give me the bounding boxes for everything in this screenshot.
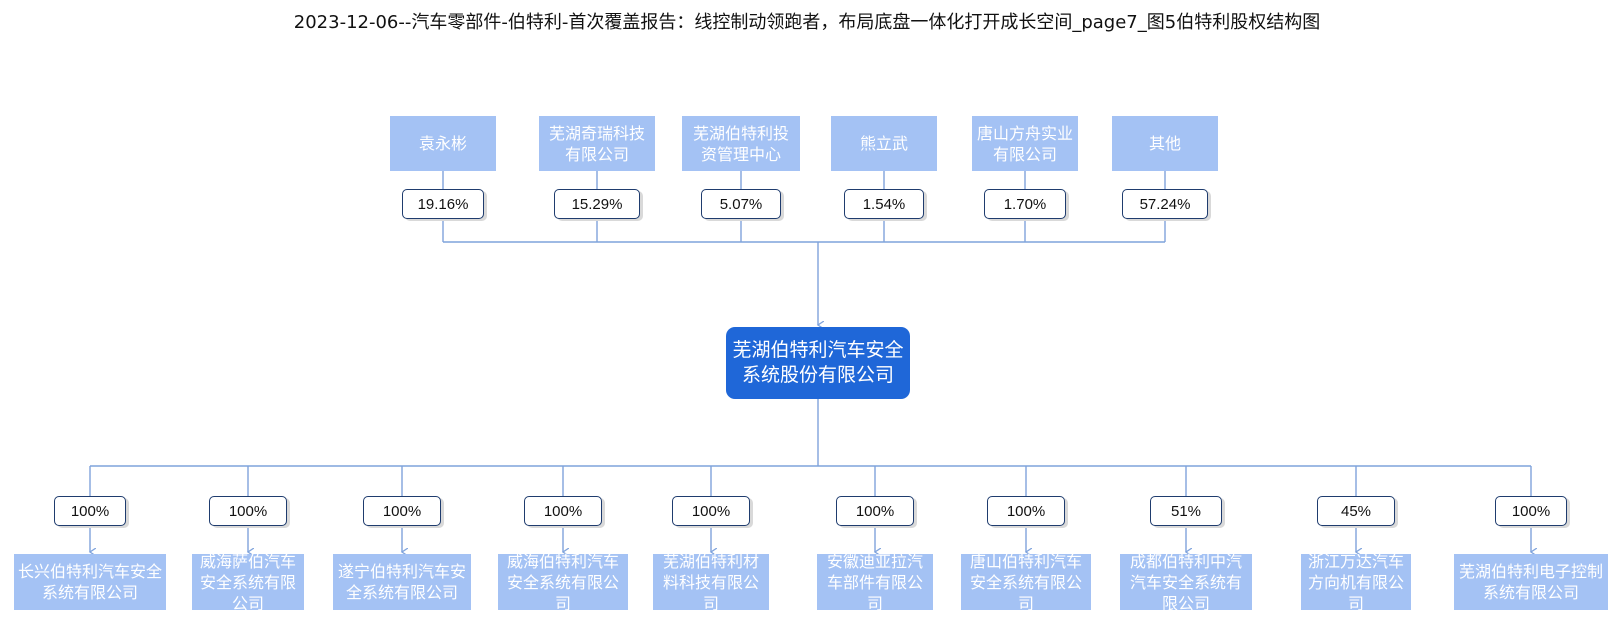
shareholder-box: 熊立武 — [831, 116, 937, 171]
subsidiary-box-text: 安徽迪亚拉汽车部件有限公司 — [826, 551, 923, 613]
page-title: 2023-12-06--汽车零部件-伯特利-首次覆盖报告：线控制动领跑者，布局底… — [293, 12, 1321, 33]
subsidiary-box-text: 威海伯特利汽车安全系统有限公司 — [506, 551, 619, 613]
subsidiary-box: 威海伯特利汽车安全系统有限公司 — [498, 552, 628, 613]
subsidiary-box-text: 唐山伯特利汽车安全系统有限公司 — [969, 551, 1082, 613]
subsidiary-pct: 100% — [54, 496, 126, 526]
shareholder-box-text: 唐山方舟实业有限公司 — [976, 123, 1073, 164]
subsidiary-box-text: 成都伯特利中汽汽车安全系统有限公司 — [1129, 551, 1242, 613]
subsidiary-pct: 45% — [1317, 496, 1395, 526]
shareholder-pct: 57.24% — [1122, 189, 1208, 219]
shareholder-pct: 19.16% — [402, 189, 484, 219]
subsidiary-pct-text: 100% — [855, 502, 895, 520]
subsidiary-pct-text: 100% — [70, 502, 110, 520]
shareholder-pct: 1.70% — [984, 189, 1066, 219]
subsidiary-box-text: 浙江万达汽车方向机有限公司 — [1307, 551, 1404, 613]
subsidiary-pct-text: 100% — [382, 502, 422, 520]
subsidiary-pct: 100% — [209, 496, 287, 526]
subsidiary-box: 浙江万达汽车方向机有限公司 — [1301, 552, 1411, 613]
shareholder-pct: 1.54% — [844, 189, 924, 219]
company-box: 芜湖伯特利汽车安全系统股份有限公司 — [726, 327, 910, 399]
shareholder-box: 芜湖伯特利投资管理中心 — [682, 116, 800, 171]
shareholder-pct: 5.07% — [701, 189, 781, 219]
shareholder-box: 唐山方舟实业有限公司 — [972, 116, 1078, 171]
subsidiary-box: 芜湖伯特利材料科技有限公司 — [653, 552, 769, 613]
subsidiary-pct-text: 100% — [228, 502, 268, 520]
subsidiary-pct: 100% — [836, 496, 914, 526]
subsidiary-pct-text: 51% — [1170, 502, 1202, 520]
shareholder-box-text: 其他 — [1148, 134, 1181, 153]
subsidiary-box-text: 芜湖伯特利电子控制系统有限公司 — [1458, 562, 1603, 602]
shareholder-pct-text: 57.24% — [1139, 195, 1191, 213]
subsidiary-pct: 100% — [524, 496, 602, 526]
shareholder-box: 袁永彬 — [390, 116, 496, 171]
subsidiary-box: 安徽迪亚拉汽车部件有限公司 — [817, 552, 933, 613]
subsidiary-pct-text: 45% — [1340, 502, 1372, 520]
subsidiary-box: 遂宁伯特利汽车安全系统有限公司 — [333, 554, 471, 610]
subsidiary-box: 芜湖伯特利电子控制系统有限公司 — [1454, 554, 1608, 610]
shareholder-pct-text: 5.07% — [719, 195, 763, 213]
shareholder-pct-text: 15.29% — [571, 195, 623, 213]
subsidiary-box-text: 长兴伯特利汽车安全系统有限公司 — [18, 562, 163, 602]
subsidiary-pct-text: 100% — [1006, 502, 1046, 520]
subsidiary-pct-text: 100% — [1511, 502, 1551, 520]
subsidiary-pct: 51% — [1150, 496, 1222, 526]
shareholder-box-text: 熊立武 — [859, 134, 908, 153]
shareholder-box-text: 芜湖奇瑞科技有限公司 — [548, 123, 645, 164]
subsidiary-pct: 100% — [987, 496, 1065, 526]
shareholder-pct-text: 1.70% — [1003, 195, 1047, 213]
shareholder-box: 芜湖奇瑞科技有限公司 — [539, 116, 655, 171]
shareholder-pct-text: 19.16% — [417, 195, 469, 213]
shareholder-pct: 15.29% — [554, 189, 640, 219]
subsidiary-pct: 100% — [363, 496, 441, 526]
subsidiary-box: 威海萨伯汽车安全系统有限公司 — [192, 552, 304, 613]
subsidiary-box: 成都伯特利中汽汽车安全系统有限公司 — [1120, 552, 1252, 613]
company-name: 芜湖伯特利汽车安全系统股份有限公司 — [732, 339, 904, 386]
shareholder-pct-text: 1.54% — [862, 195, 906, 213]
subsidiary-pct-text: 100% — [543, 502, 583, 520]
subsidiary-pct-text: 100% — [691, 502, 731, 520]
subsidiary-box: 唐山伯特利汽车安全系统有限公司 — [961, 552, 1091, 613]
subsidiary-box-text: 遂宁伯特利汽车安全系统有限公司 — [337, 562, 466, 602]
subsidiary-box-text: 芜湖伯特利材料科技有限公司 — [662, 551, 759, 613]
subsidiary-pct: 100% — [672, 496, 750, 526]
subsidiary-box: 长兴伯特利汽车安全系统有限公司 — [14, 554, 166, 610]
shareholder-box-text: 芜湖伯特利投资管理中心 — [692, 123, 789, 164]
subsidiary-box-text: 威海萨伯汽车安全系统有限公司 — [199, 551, 296, 613]
shareholder-box: 其他 — [1112, 116, 1218, 171]
subsidiary-pct: 100% — [1495, 496, 1567, 526]
shareholder-box-text: 袁永彬 — [418, 134, 467, 153]
